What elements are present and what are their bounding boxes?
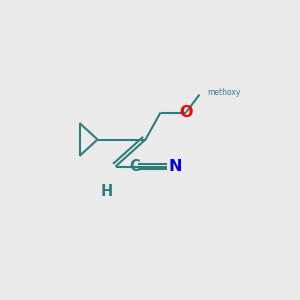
Text: C: C xyxy=(129,159,140,174)
Text: N: N xyxy=(169,159,182,174)
Text: methoxy: methoxy xyxy=(207,88,240,98)
Text: H: H xyxy=(100,184,112,200)
Text: O: O xyxy=(179,105,193,120)
